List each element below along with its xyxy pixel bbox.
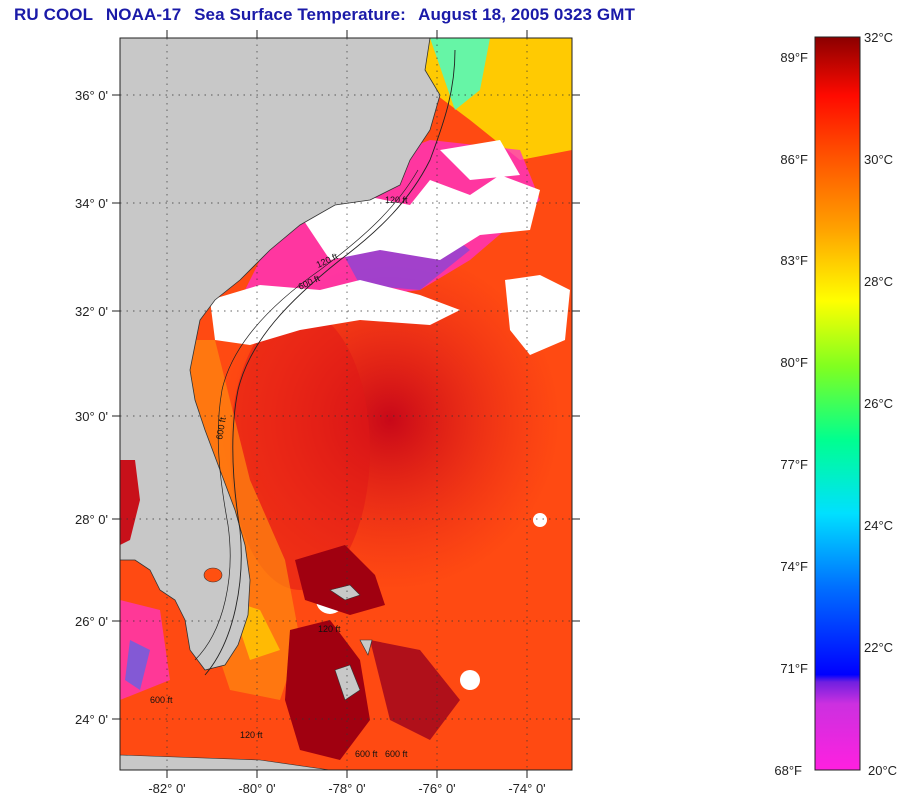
- title-datetime: August 18, 2005 0323 GMT: [418, 5, 636, 24]
- isobath-label: 120 ft: [318, 624, 341, 634]
- fahrenheit-label: 86°F: [780, 152, 808, 167]
- cloud-6: [460, 670, 480, 690]
- isobath-label: 120 ft: [240, 730, 263, 740]
- cloud-2: [210, 280, 460, 345]
- celsius-label: 26°C: [864, 396, 893, 411]
- fahrenheit-labels: 89°F 86°F 83°F 80°F 77°F 74°F 71°F 68°F: [774, 50, 808, 778]
- lon-label: -76° 0': [418, 781, 455, 796]
- lon-labels: -82° 0' -80° 0' -78° 0' -76° 0' -74° 0': [148, 781, 545, 796]
- celsius-label: 20°C: [868, 763, 897, 778]
- lat-label: 30° 0': [75, 409, 108, 424]
- lon-label: -78° 0': [328, 781, 365, 796]
- celsius-label: 22°C: [864, 640, 893, 655]
- isobath-120ft: [194, 169, 419, 661]
- celsius-label: 32°C: [864, 30, 893, 45]
- isobath-label: 600 ft: [355, 749, 378, 759]
- lat-label: 34° 0': [75, 196, 108, 211]
- cloud-4: [440, 140, 520, 180]
- map-title: RU COOL NOAA-17 Sea Surface Temperature:…: [14, 5, 643, 25]
- andros-island: [334, 664, 361, 701]
- cloud-3: [505, 275, 570, 355]
- gulf-blue-patch: [125, 640, 150, 690]
- color-scale: 89°F 86°F 83°F 80°F 77°F 74°F 71°F 68°F …: [774, 30, 897, 778]
- title-program: RU COOL: [14, 5, 94, 24]
- fahrenheit-label: 89°F: [780, 50, 808, 65]
- lat-label: 28° 0': [75, 512, 108, 527]
- fahrenheit-label: 77°F: [780, 457, 808, 472]
- celsius-label: 30°C: [864, 152, 893, 167]
- cold-shelf-water: [430, 38, 490, 110]
- title-satellite: NOAA-17: [105, 5, 182, 24]
- axis-ticks: [112, 30, 580, 778]
- gulf-strip: [120, 460, 140, 545]
- great-bahama-bank: [285, 620, 370, 760]
- fahrenheit-label: 83°F: [780, 253, 808, 268]
- map-frame: [119, 37, 573, 771]
- celsius-label: 28°C: [864, 274, 893, 289]
- fahrenheit-label: 80°F: [780, 355, 808, 370]
- cloud-7: [533, 513, 547, 527]
- isobath-label: 600 ft: [385, 749, 408, 759]
- celsius-label: 24°C: [864, 518, 893, 533]
- lat-label: 32° 0': [75, 304, 108, 319]
- celsius-labels: 32°C 30°C 28°C 26°C 24°C 22°C 20°C: [864, 30, 897, 778]
- lon-label: -80° 0': [238, 781, 275, 796]
- lat-label: 36° 0': [75, 88, 108, 103]
- lon-label: -74° 0': [508, 781, 545, 796]
- isobath-label: 120 ft: [385, 195, 408, 205]
- title-product: Sea Surface Temperature:: [194, 5, 406, 24]
- isobath-label: 600 ft: [214, 416, 228, 440]
- lat-labels: 36° 0' 34° 0' 32° 0' 30° 0' 28° 0' 26° 0…: [75, 88, 108, 727]
- fahrenheit-label: 68°F: [774, 763, 802, 778]
- lake-okeechobee: [203, 567, 223, 583]
- lat-label: 24° 0': [75, 712, 108, 727]
- isobath-label: 600 ft: [150, 695, 173, 705]
- fahrenheit-label: 74°F: [780, 559, 808, 574]
- fahrenheit-label: 71°F: [780, 661, 808, 676]
- new-providence-island: [359, 639, 373, 656]
- map-area: [120, 38, 572, 770]
- exuma-bank: [370, 640, 460, 740]
- lat-label: 26° 0': [75, 614, 108, 629]
- little-bahama-bank: [295, 545, 385, 615]
- grand-bahama-island: [329, 584, 361, 601]
- cuba-coast: [120, 754, 331, 770]
- us-southeast-land: [120, 38, 441, 671]
- color-scale-bar: [814, 36, 861, 771]
- isobath-600ft: [204, 49, 456, 676]
- lon-label: -82° 0': [148, 781, 185, 796]
